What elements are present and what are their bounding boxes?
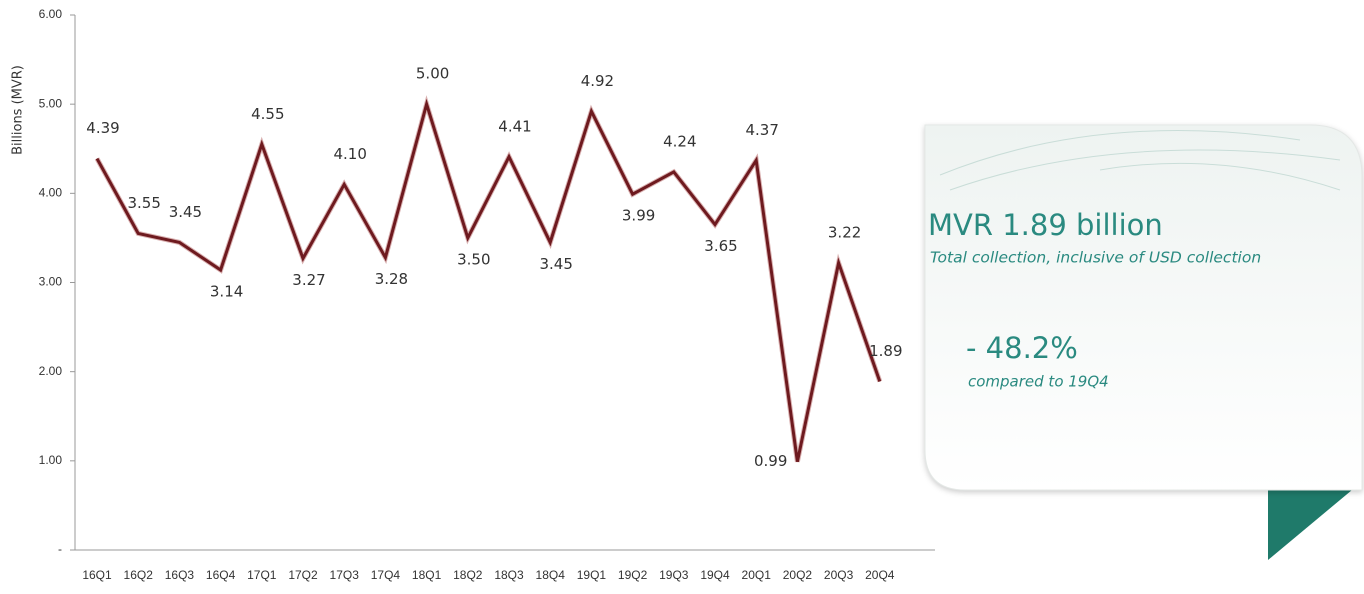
x-tick-label: 19Q3 xyxy=(659,568,689,582)
data-label: 3.45 xyxy=(169,203,202,221)
x-tick-label: 16Q1 xyxy=(82,568,112,582)
callout-tail xyxy=(1268,470,1352,560)
x-tick-label: 17Q1 xyxy=(247,568,277,582)
data-label: 4.55 xyxy=(251,105,284,123)
data-label: 3.50 xyxy=(457,250,490,268)
x-tick-label: 18Q4 xyxy=(536,568,566,582)
x-tick-label: 19Q1 xyxy=(577,568,607,582)
callout-change-note: compared to 19Q4 xyxy=(968,373,1109,391)
data-label: 3.27 xyxy=(292,271,325,289)
data-label: 3.45 xyxy=(539,255,572,273)
y-tick-label: 2.00 xyxy=(39,364,63,378)
y-tick-label: 3.00 xyxy=(39,275,63,289)
data-label: 0.99 xyxy=(754,452,787,470)
x-tick-label: 18Q3 xyxy=(494,568,524,582)
data-label: 4.10 xyxy=(333,145,366,163)
x-tick-label: 18Q2 xyxy=(453,568,483,582)
data-label: 4.41 xyxy=(498,117,531,135)
data-label: 3.55 xyxy=(127,194,160,212)
data-label: 3.28 xyxy=(375,270,408,288)
data-label: 3.65 xyxy=(704,237,737,255)
x-tick-label: 20Q1 xyxy=(742,568,772,582)
data-label: 3.22 xyxy=(828,223,861,241)
x-tick-label: 20Q4 xyxy=(865,568,895,582)
x-tick-label: 17Q3 xyxy=(330,568,360,582)
y-tick-label: 4.00 xyxy=(39,186,63,200)
x-tick-label: 16Q2 xyxy=(124,568,154,582)
data-label: 1.89 xyxy=(869,342,902,360)
decoration xyxy=(939,130,1341,191)
y-tick-label: 6.00 xyxy=(39,7,63,21)
y-tick-label: 5.00 xyxy=(39,96,63,110)
line xyxy=(95,98,882,463)
y-axis-label: Billions (MVR) xyxy=(11,65,26,155)
callout-box xyxy=(924,124,1363,491)
data-label: 3.14 xyxy=(210,283,243,301)
data-label: 4.39 xyxy=(86,119,119,137)
callout: MVR 1.89 billion Total collection, inclu… xyxy=(924,124,1363,560)
x-tick-label: 20Q2 xyxy=(783,568,813,582)
x-tick-label: 18Q1 xyxy=(412,568,442,582)
x-tick-label: 17Q4 xyxy=(371,568,401,582)
x-tick-label: 16Q3 xyxy=(165,568,195,582)
data-label: 3.99 xyxy=(622,207,655,225)
x-tick-label: 16Q4 xyxy=(206,568,236,582)
y-tick-label: 1.00 xyxy=(39,453,63,467)
x-tick-label: 19Q4 xyxy=(700,568,730,582)
data-label: 4.92 xyxy=(581,72,614,90)
x-tick-label: 19Q2 xyxy=(618,568,648,582)
data-label: 4.24 xyxy=(663,132,696,150)
data-label: 5.00 xyxy=(416,65,449,83)
callout-note: Total collection, inclusive of USD colle… xyxy=(930,249,1261,267)
x-tick-label: 20Q3 xyxy=(824,568,854,582)
callout-change: - 48.2% xyxy=(966,331,1078,365)
callout-headline: MVR 1.89 billion xyxy=(928,208,1163,242)
y-tick-label: - xyxy=(58,542,62,556)
data-label: 4.37 xyxy=(745,121,778,139)
x-tick-label: 17Q2 xyxy=(288,568,318,582)
